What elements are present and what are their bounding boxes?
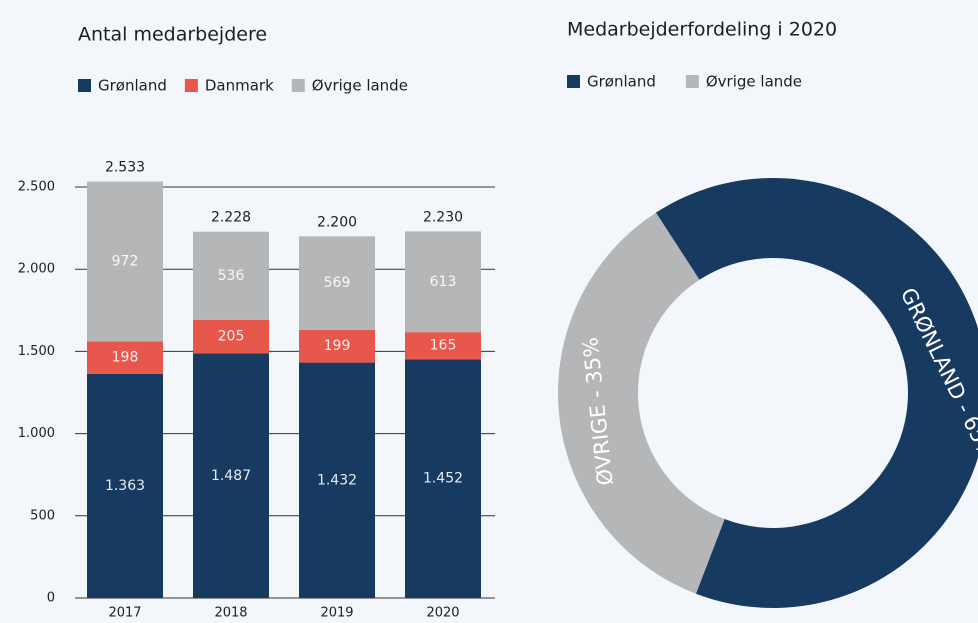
legend-swatch	[184, 79, 198, 92]
donut-slice	[557, 212, 725, 594]
bar-value-label: 536	[218, 268, 245, 284]
legend-label: Øvrige lande	[706, 73, 802, 91]
bar-title: Antal medarbejdere	[78, 24, 267, 46]
bar-segment	[193, 319, 269, 354]
legend-swatch	[291, 79, 305, 92]
bar-value-label: 613	[430, 274, 457, 290]
bar-value-label: 199	[324, 338, 351, 354]
bar-value-label: 165	[430, 338, 457, 354]
x-tick-label: 2017	[108, 606, 141, 621]
bar-value-label: 972	[112, 253, 139, 269]
legend-label: Øvrige lande	[312, 77, 408, 95]
bar-value-label: 205	[218, 329, 245, 345]
bar-segment	[87, 181, 163, 342]
bar-value-label: 569	[324, 275, 351, 291]
bar-segment	[299, 329, 375, 363]
legend-label: Grønland	[587, 73, 656, 91]
bar-segment	[405, 231, 481, 333]
legend-label: Danmark	[205, 77, 274, 95]
bar-segment	[87, 373, 163, 598]
bar-segment	[87, 341, 163, 374]
y-tick-label: 1.500	[18, 344, 55, 359]
legend-swatch	[685, 75, 699, 88]
total-label: 2.228	[211, 210, 251, 226]
bar-segment	[405, 359, 481, 598]
total-label: 2.200	[317, 214, 357, 230]
total-label: 2.230	[423, 209, 463, 225]
y-tick-label: 1.000	[18, 426, 55, 441]
bar-value-label: 1.363	[105, 478, 145, 494]
x-tick-label: 2018	[214, 606, 247, 621]
y-tick-label: 2.000	[18, 262, 55, 277]
x-tick-label: 2019	[320, 606, 353, 621]
bar-segment	[193, 231, 269, 320]
legend-swatch	[78, 79, 91, 92]
y-tick-label: 500	[30, 508, 55, 523]
bar-segment	[405, 332, 481, 360]
y-tick-label: 2.500	[18, 180, 55, 195]
donut-title: Medarbejderfordeling i 2020	[567, 19, 837, 41]
bar-value-label: 198	[112, 350, 139, 366]
bar-value-label: 1.487	[211, 468, 251, 484]
legend-swatch	[567, 75, 580, 88]
bar-segment	[299, 236, 375, 330]
bar-value-label: 1.432	[317, 472, 357, 488]
bar-value-label: 1.452	[423, 471, 463, 487]
bar-segment	[193, 353, 269, 598]
total-label: 2.533	[105, 160, 145, 176]
y-tick-label: 0	[47, 591, 55, 606]
bar-segment	[299, 362, 375, 598]
legend-label: Grønland	[98, 77, 167, 95]
x-tick-label: 2020	[426, 606, 459, 621]
donut-slice	[655, 178, 978, 608]
